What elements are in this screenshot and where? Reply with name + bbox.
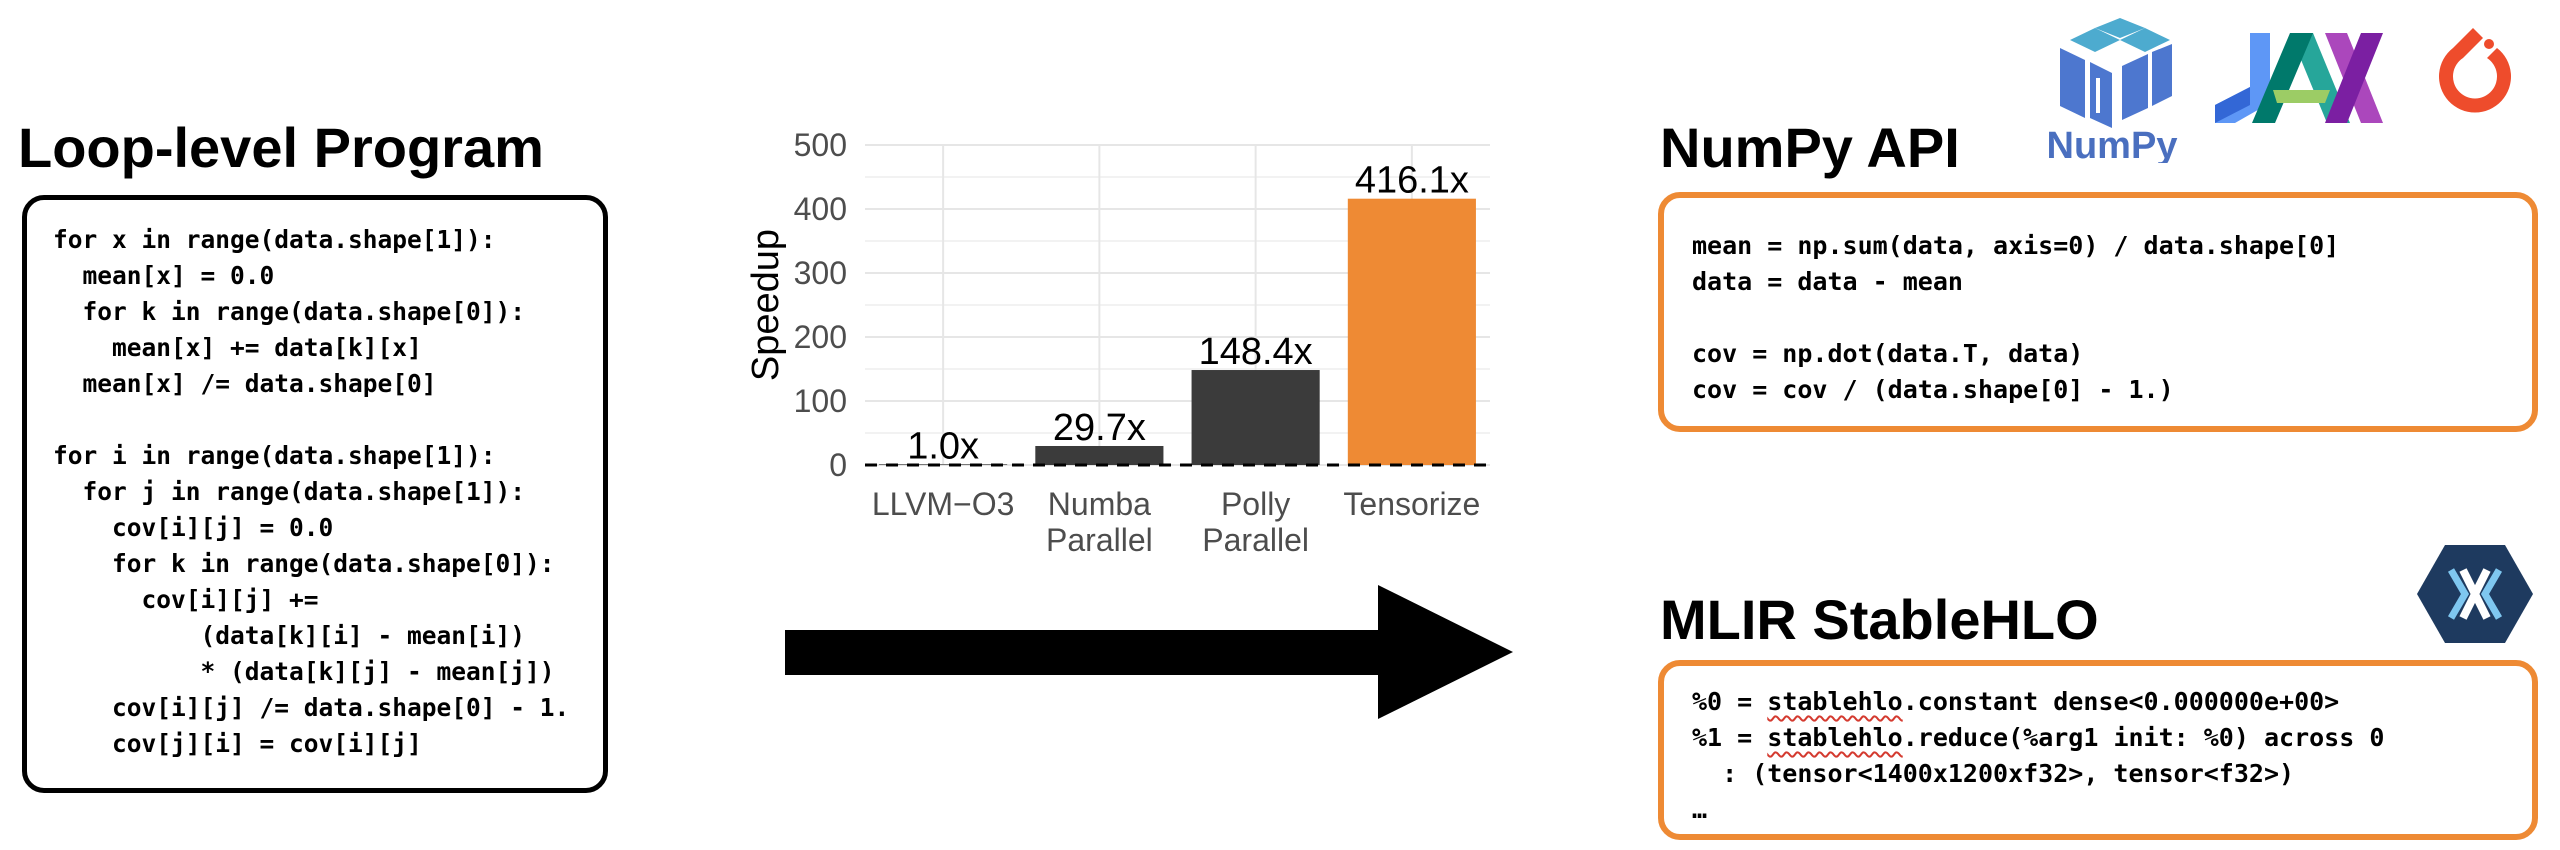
loop-code-line: cov[i][j] /= data.shape[0] - 1. (53, 693, 570, 722)
numpy-logo-text: NumPy (2047, 125, 2178, 163)
jax-logo (2215, 33, 2383, 123)
loop-code-line (53, 402, 603, 438)
y-tick-label: 300 (794, 255, 847, 291)
numpy-code-line: cov = np.dot(data.T, data) (1692, 339, 2084, 368)
spellcheck-underline: stablehlo (1767, 687, 1903, 716)
numpy-logo: NumPy (2047, 18, 2178, 163)
y-tick-label: 400 (794, 191, 847, 227)
mlir-code-line: %1 = stablehlo.reduce(%arg1 init: %0) ac… (1692, 723, 2385, 752)
spellcheck-underline: stablehlo (1767, 723, 1903, 752)
mlir-code-line: : (tensor<1400x1200xf32>, tensor<f32>) (1692, 759, 2295, 788)
speedup-bar-chart: 0 100 200 300 400 500 Speedup 1.0x LLVM−O3 29.7x N… (745, 127, 1490, 558)
mlir-stablehlo-heading: MLIR StableHLO (1660, 588, 2099, 651)
numpy-api-heading: NumPy API (1660, 116, 1960, 179)
loop-code-line: cov[j][i] = cov[i][j] (53, 729, 422, 758)
x-tick-label: Polly (1221, 486, 1290, 522)
bar (1191, 370, 1320, 465)
y-tick-label: 200 (794, 319, 847, 355)
pytorch-logo (2439, 28, 2511, 113)
numpy-code-line: mean = np.sum(data, axis=0) / data.shape… (1692, 231, 2340, 260)
arrow-right-icon (785, 585, 1513, 719)
bar-data-label: 1.0x (907, 425, 979, 467)
mlir-code-line: %0 = stablehlo.constant dense<0.000000e+… (1692, 687, 2340, 716)
y-tick-label: 500 (794, 127, 847, 163)
loop-code-line: mean[x] = 0.0 (53, 261, 275, 290)
loop-code-line: mean[x] += data[k][x] (53, 333, 422, 362)
openxla-logo (2417, 545, 2533, 643)
loop-code-line: for j in range(data.shape[1]): (53, 477, 526, 506)
loop-code-line: (data[k][i] - mean[i]) (53, 621, 526, 650)
y-axis-label: Speedup (745, 229, 787, 381)
y-tick-label: 100 (794, 383, 847, 419)
bar (1347, 198, 1476, 466)
bar-data-label: 29.7x (1053, 407, 1146, 449)
numpy-code-line (1692, 300, 2532, 336)
x-tick-label: Tensorize (1343, 486, 1480, 522)
loop-code-line: cov[i][j] += (53, 585, 319, 614)
bar (1035, 445, 1164, 465)
x-tick-label: Numba (1048, 486, 1151, 522)
numpy-code-line: data = data - mean (1692, 267, 1963, 296)
loop-code-line: * (data[k][j] - mean[j]) (53, 657, 555, 686)
bar (879, 464, 1008, 465)
loop-code-line: for k in range(data.shape[0]): (53, 297, 526, 326)
x-tick-label: LLVM−O3 (872, 486, 1015, 522)
bar-data-label: 148.4x (1199, 331, 1313, 373)
numpy-code-box: mean = np.sum(data, axis=0) / data.shape… (1658, 192, 2538, 432)
x-tick-label: Parallel (1046, 522, 1153, 558)
x-tick-label: Parallel (1202, 522, 1309, 558)
y-tick-label: 0 (829, 447, 847, 483)
loop-code-box: for x in range(data.shape[1]): mean[x] =… (22, 195, 608, 793)
loop-level-heading: Loop-level Program (18, 116, 544, 179)
loop-code-line: for x in range(data.shape[1]): (53, 225, 496, 254)
bar-data-label: 416.1x (1355, 160, 1469, 202)
mlir-code-box: %0 = stablehlo.constant dense<0.000000e+… (1658, 660, 2538, 840)
loop-code-line: cov[i][j] = 0.0 (53, 513, 334, 542)
loop-code-line: for k in range(data.shape[0]): (53, 549, 555, 578)
mlir-code-line: … (1692, 795, 1708, 824)
numpy-code-line: cov = cov / (data.shape[0] - 1.) (1692, 375, 2174, 404)
loop-code-line: mean[x] /= data.shape[0] (53, 369, 437, 398)
loop-code-line: for i in range(data.shape[1]): (53, 441, 496, 470)
